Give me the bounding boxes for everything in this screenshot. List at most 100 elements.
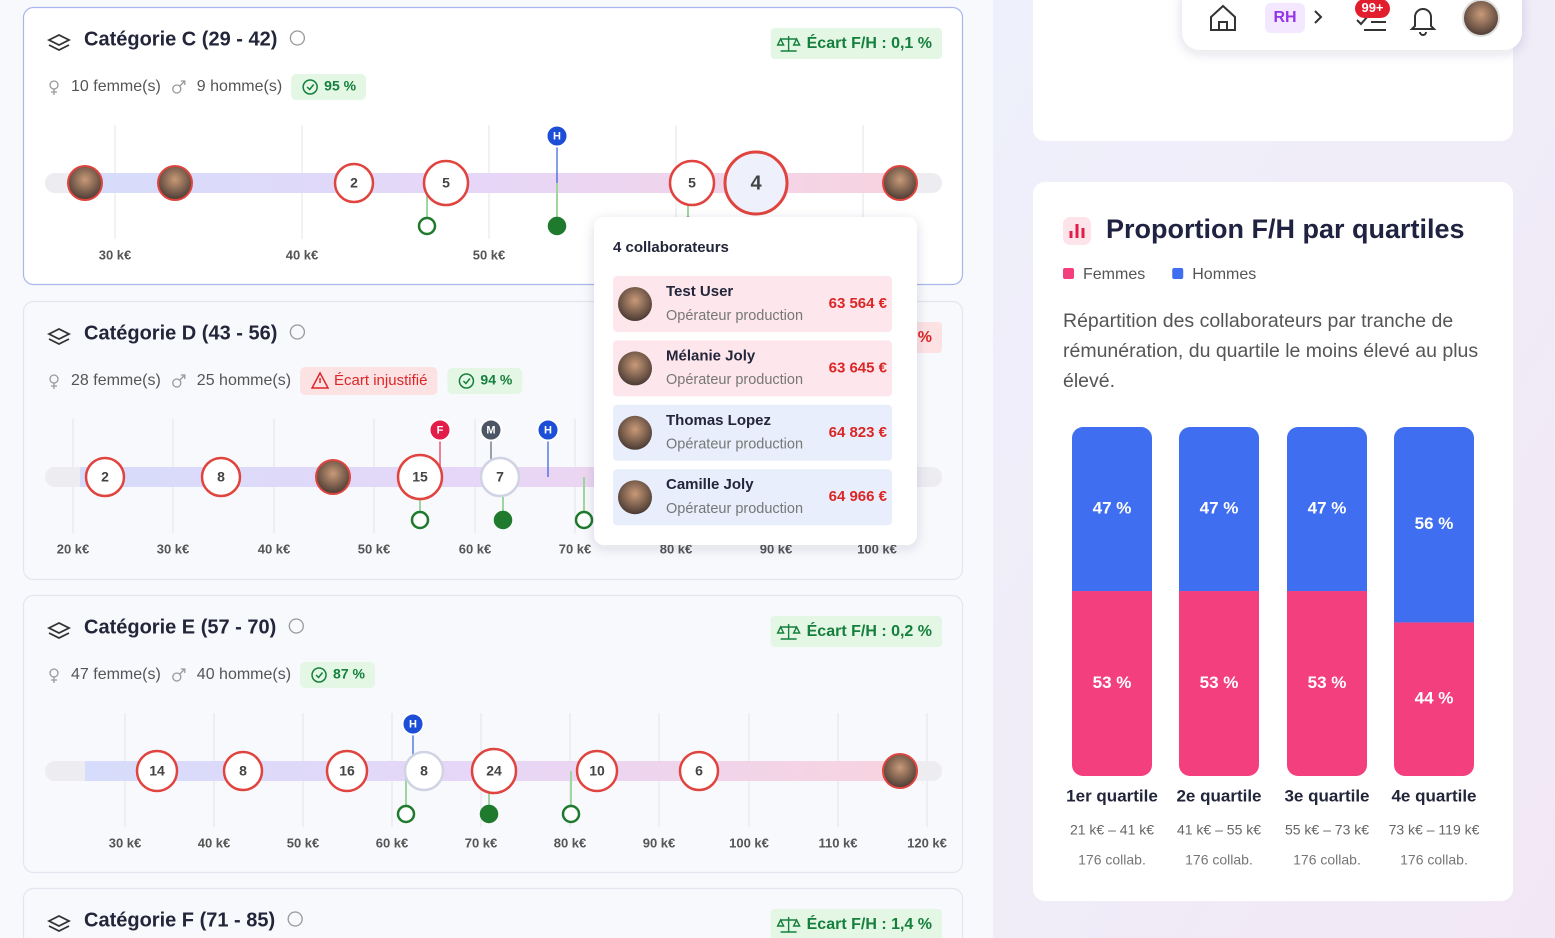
scale-icon — [776, 917, 801, 933]
axis-label: 30 k€ — [109, 835, 142, 850]
chart-card — [1033, 182, 1513, 901]
male-icon — [172, 672, 182, 682]
home-icon[interactable] — [1210, 4, 1236, 31]
count-bubble[interactable] — [222, 750, 264, 792]
avatar[interactable] — [315, 459, 351, 495]
bar-value-label: 47 % — [1200, 498, 1239, 517]
tasks-icon[interactable] — [1356, 15, 1386, 31]
count-bubble[interactable] — [678, 750, 720, 792]
count-bubble[interactable] — [135, 749, 179, 793]
count-bubble[interactable] — [396, 453, 444, 501]
category-label: 4e quartile — [1391, 786, 1476, 805]
axis-label: 90 k€ — [643, 835, 676, 850]
count-bubble[interactable] — [668, 159, 716, 207]
category-card: Catégorie F (71 - 85) Écart F/H : 1,4 % — [22, 887, 964, 938]
bar-value-label: 53 % — [1200, 673, 1239, 692]
person-role: Opérateur production — [666, 501, 803, 517]
user-avatar[interactable] — [1462, 0, 1500, 37]
pin-label: H — [553, 130, 561, 142]
median-dot — [479, 804, 499, 824]
count-bubble[interactable] — [470, 747, 518, 795]
axis-label: 20 k€ — [57, 541, 90, 556]
pin-label: F — [437, 424, 444, 436]
alert-icon — [310, 371, 330, 389]
bar-segment — [1287, 591, 1367, 776]
count-bubble[interactable] — [200, 456, 242, 498]
median-dot — [396, 804, 416, 824]
range-label: 55 k€ – 73 k€ — [1285, 822, 1369, 838]
chart-title: Proportion F/H par quartiles — [1106, 214, 1465, 244]
count-bubble[interactable] — [333, 162, 375, 204]
avatar[interactable] — [882, 165, 918, 201]
pin[interactable] — [545, 124, 569, 148]
count-label: 176 collab. — [1078, 852, 1146, 868]
bubble-label: 8 — [420, 763, 428, 779]
person-avatar — [618, 480, 652, 515]
avatar[interactable] — [67, 165, 103, 201]
avatar[interactable] — [157, 165, 193, 201]
chart-icon — [1069, 224, 1085, 238]
bar-value-label: 47 % — [1308, 498, 1347, 517]
pin-label: H — [409, 718, 417, 730]
person-role: Opérateur production — [666, 308, 803, 324]
count-bubble[interactable] — [723, 150, 789, 216]
role-badge[interactable] — [1265, 3, 1305, 33]
pin[interactable] — [428, 418, 452, 442]
category-label: 3e quartile — [1284, 786, 1369, 805]
bar-segment — [1287, 427, 1367, 592]
pin[interactable] — [536, 418, 560, 442]
person-row[interactable] — [613, 276, 892, 332]
count-label: 176 collab. — [1400, 852, 1468, 868]
count-bubble[interactable] — [84, 456, 126, 498]
pin[interactable] — [401, 712, 425, 736]
count-bubble[interactable] — [479, 456, 521, 498]
lines — [1364, 21, 1386, 31]
person-salary: 64 966 € — [829, 488, 888, 505]
count-bubble[interactable] — [403, 750, 445, 792]
bubble-label: 5 — [442, 175, 450, 191]
range-label: 21 k€ – 41 k€ — [1070, 822, 1154, 838]
bar-segment — [1179, 427, 1259, 592]
median-dot — [561, 804, 581, 824]
gap-label: Écart F/H : 0,1 % — [807, 33, 932, 52]
bar-value-label: 53 % — [1093, 673, 1132, 692]
bell-icon[interactable] — [1409, 8, 1437, 36]
median-dot — [547, 216, 567, 236]
pin-label: H — [544, 424, 552, 436]
score-label: 87 % — [333, 666, 365, 682]
axis-label: 50 k€ — [358, 541, 391, 556]
score-check — [306, 84, 315, 91]
person-salary: 63 645 € — [829, 359, 888, 376]
avatar[interactable] — [882, 753, 918, 789]
axis-label: 70 k€ — [465, 835, 498, 850]
women-count: 47 femme(s) — [71, 666, 161, 683]
person-row[interactable] — [613, 404, 892, 461]
layers-icon — [46, 33, 72, 52]
info-icon[interactable] — [289, 324, 306, 340]
gap-badge — [770, 28, 942, 59]
person-salary: 64 823 € — [829, 424, 888, 441]
person-row[interactable] — [613, 340, 892, 397]
layers-icon — [46, 914, 72, 933]
score-label: 94 % — [480, 372, 512, 388]
info-icon[interactable] — [289, 30, 306, 46]
axis-label: 40 k€ — [198, 835, 231, 850]
score-check — [462, 378, 471, 385]
bubble-label: 14 — [149, 763, 165, 779]
pin[interactable] — [479, 418, 503, 442]
tasks-badge — [1355, 0, 1390, 18]
tooltip: 4 collaborateurs Test User Opérateur produ… — [594, 217, 917, 545]
axis-label: 120 k€ — [907, 835, 947, 850]
info-icon[interactable] — [287, 911, 303, 927]
count-bubble[interactable] — [575, 749, 619, 793]
person-name: Thomas Lopez — [666, 412, 771, 429]
info-icon[interactable] — [288, 618, 304, 634]
count-bubble[interactable] — [325, 749, 369, 793]
count-bubble[interactable] — [422, 159, 470, 207]
male-arrow — [179, 668, 186, 675]
bubble-label: 8 — [217, 469, 225, 485]
gap-label: % — [918, 329, 932, 346]
person-row[interactable] — [613, 469, 892, 526]
